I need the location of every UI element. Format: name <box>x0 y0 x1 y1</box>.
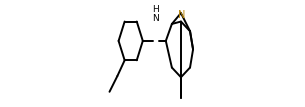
Text: H
N: H N <box>152 5 159 23</box>
Text: N: N <box>178 10 185 20</box>
